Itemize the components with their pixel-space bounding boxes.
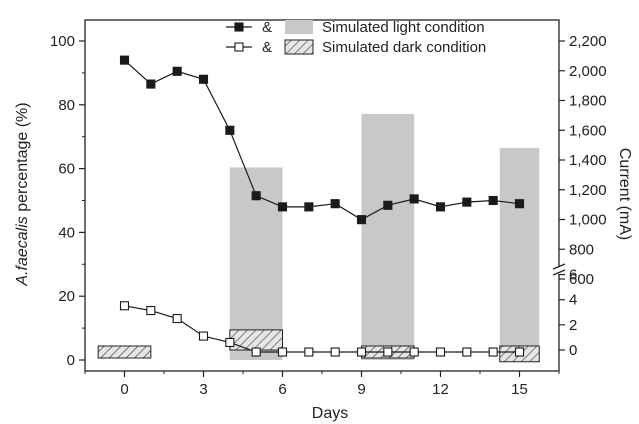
- data-point-filled-square: [146, 79, 156, 89]
- y2-tick-label: 1,800: [569, 93, 607, 110]
- y-axis-title-species: A.faecalis: [14, 216, 31, 286]
- data-point-open-square: [409, 347, 419, 357]
- data-point-filled-square: [514, 199, 525, 209]
- y2-tick-label: 2,200: [569, 33, 607, 50]
- data-point-filled-square: [198, 74, 209, 84]
- data-point-open-square: [251, 347, 261, 357]
- bar-light-5: [499, 148, 540, 360]
- data-point-filled-square: [225, 125, 235, 135]
- data-point-open-square: [172, 313, 182, 324]
- x-tick-label: 15: [511, 381, 528, 398]
- y2-tick-label: 2: [569, 317, 577, 334]
- plot-frame: [84, 19, 560, 372]
- y2-tick-label: 800: [569, 241, 594, 258]
- data-point-open-square: [356, 347, 367, 357]
- axis-break-gap: [555, 266, 563, 274]
- legend-label: Simulated dark condition: [322, 39, 486, 56]
- legend-swatch-dark: [284, 39, 314, 55]
- data-point-open-square: [383, 347, 393, 357]
- data-point-filled-square: [251, 191, 261, 201]
- data-point-open-square: [435, 347, 446, 357]
- y2-tick-label: 0: [569, 342, 577, 359]
- data-point-filled-square: [304, 202, 314, 212]
- y-tick-label: 20: [58, 288, 75, 305]
- y2-tick-label: 2,000: [569, 63, 607, 80]
- bar-light-3: [361, 113, 415, 360]
- series-line-open-square: [124, 305, 520, 353]
- y2-tick-label: 6: [569, 267, 577, 284]
- data-point-open-square: [514, 347, 525, 357]
- y2-tick-label: 1,200: [569, 182, 607, 199]
- bar-dark-2: [229, 329, 283, 351]
- data-point-open-square: [146, 306, 156, 316]
- bar-dark-0: [97, 345, 152, 359]
- data-point-open-square: [198, 331, 209, 341]
- legend-marker: [234, 42, 244, 52]
- legend-swatch-light: [285, 20, 313, 34]
- axes-layer: [79, 19, 566, 377]
- y-tick-label: 60: [58, 161, 75, 178]
- data-point-filled-square: [356, 215, 367, 225]
- axis-break-mark: [552, 269, 566, 276]
- data-point-filled-square: [172, 66, 182, 76]
- legend: & Simulated light condition & Simulated dar…: [226, 19, 486, 56]
- data-point-open-square: [119, 301, 130, 311]
- data-point-open-square: [277, 347, 288, 357]
- y2-tick-label: 1,400: [569, 152, 607, 169]
- data-point-filled-square: [435, 202, 446, 212]
- data-point-open-square: [488, 347, 498, 357]
- y-tick-label: 40: [58, 224, 75, 241]
- data-point-filled-square: [330, 199, 340, 209]
- legend-separator: &: [262, 19, 272, 36]
- data-point-filled-square: [119, 55, 130, 65]
- legend-label: Simulated light condition: [322, 19, 485, 36]
- data-point-filled-square: [409, 194, 419, 204]
- y-tick-label: 80: [58, 97, 75, 114]
- y2-tick-label: 600: [569, 271, 594, 288]
- data-point-filled-square: [488, 195, 498, 206]
- x-tick-label: 9: [357, 381, 365, 398]
- x-tick-label: 6: [278, 381, 286, 398]
- legend-separator: &: [262, 39, 272, 56]
- data-point-filled-square: [462, 197, 472, 207]
- y2-tick-label: 1,600: [569, 122, 607, 139]
- tick-labels-layer: 0 3 6 9 12 150204060801006008001,0001,2001,40…: [50, 33, 607, 398]
- data-point-open-square: [225, 337, 235, 348]
- legend-marker: [234, 22, 244, 32]
- series-layer: [119, 55, 525, 357]
- data-point-open-square: [462, 347, 472, 357]
- data-point-filled-square: [383, 200, 393, 210]
- y-tick-label: 0: [67, 352, 75, 369]
- data-point-filled-square: [277, 202, 288, 212]
- axis-break-mark: [552, 263, 566, 270]
- data-point-open-square: [330, 347, 340, 357]
- x-tick-label: 3: [199, 381, 207, 398]
- series-line-filled-square: [124, 59, 520, 221]
- bars-layer: [97, 113, 540, 363]
- y-tick-label: 100: [50, 33, 75, 50]
- x-tick-label: 0: [120, 381, 128, 398]
- y-axis-title: A.faecalis percentage (%): [14, 102, 31, 286]
- y2-tick-label: 1,000: [569, 212, 607, 229]
- right-y-axis-title: Current (mA): [616, 148, 633, 240]
- data-point-open-square: [304, 347, 314, 357]
- x-axis-title: Days: [312, 405, 348, 422]
- x-tick-label: 12: [432, 381, 449, 398]
- y-axis-title-unit: percentage (%): [14, 102, 31, 216]
- y2-tick-label: 4: [569, 292, 577, 309]
